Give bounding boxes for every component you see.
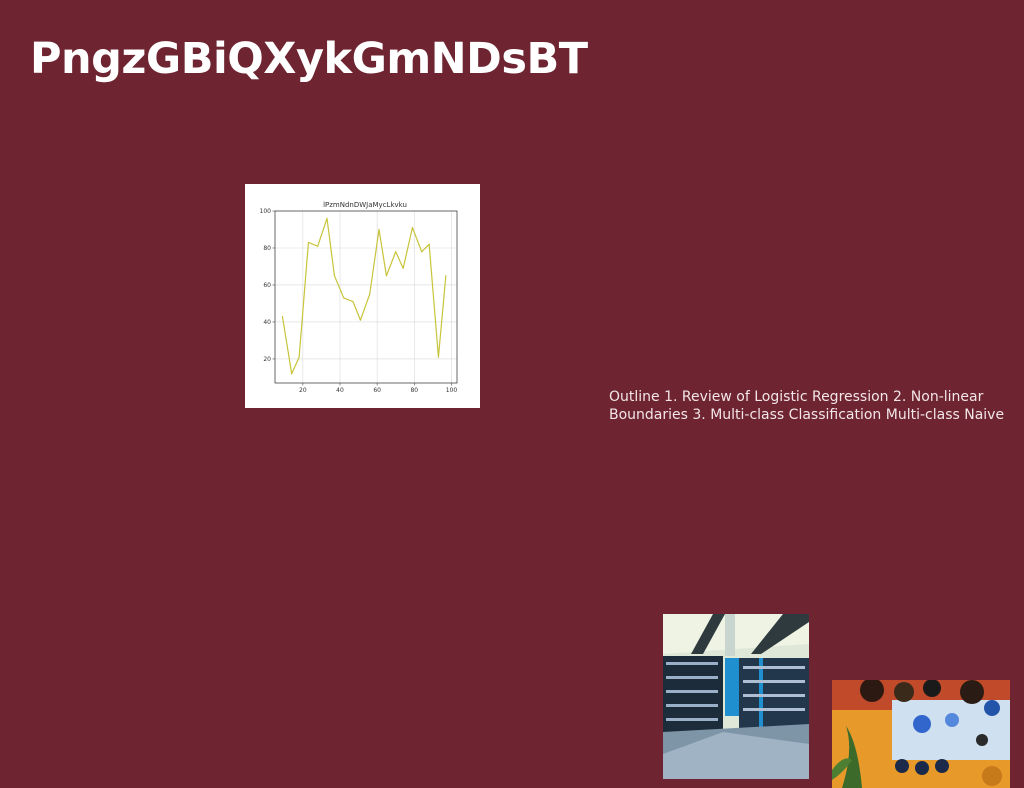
data-point [281,315,284,318]
y-tick-label: 100 [260,208,272,215]
data-point [378,228,380,231]
data-point [411,227,414,229]
data-point [333,275,336,277]
x-tick-label: 80 [410,387,418,394]
data-point [369,293,371,295]
series-line-0 [281,217,447,375]
data-point [298,356,300,358]
x-tick-label: 60 [373,387,381,394]
chart-ticks: 20 40 60 80 100 20 40 60 80 100 [260,208,458,394]
colorful-abstract-photo [832,680,1010,788]
data-point [352,301,354,303]
library-bookshelves-photo [663,614,809,779]
y-tick-label: 60 [263,282,271,289]
data-point [428,243,430,245]
y-tick-label: 20 [263,356,271,363]
data-point [359,319,362,321]
data-point [402,267,404,269]
chart-grid [275,210,457,383]
line-chart-svg: lPzmNdnDWJaMycLkvku 20 40 60 80 100 20 40 60 80 1… [260,201,458,394]
x-tick-label: 20 [299,387,307,394]
data-point [307,241,310,244]
data-point [445,275,447,277]
data-point [326,217,328,219]
data-point [395,251,397,253]
y-tick-label: 40 [263,319,271,326]
data-point [421,251,423,253]
data-point [437,356,440,358]
plot-frame [274,210,458,384]
x-tick-label: 40 [336,387,344,394]
outline-text: Outline 1. Review of Logistic Regression… [609,389,1005,423]
data-point [385,275,388,277]
data-point [343,297,345,299]
data-point [291,373,293,375]
chart-title: lPzmNdnDWJaMycLkvku [323,201,407,209]
line-chart: lPzmNdnDWJaMycLkvku 20 40 60 80 100 20 40 60 80 1… [245,184,480,408]
chart-series [281,217,447,375]
x-tick-label: 100 [446,387,458,394]
slide-title: PngzGBiQXykGmNDsBT [30,34,588,84]
y-tick-label: 80 [263,245,271,252]
data-point [317,245,319,247]
